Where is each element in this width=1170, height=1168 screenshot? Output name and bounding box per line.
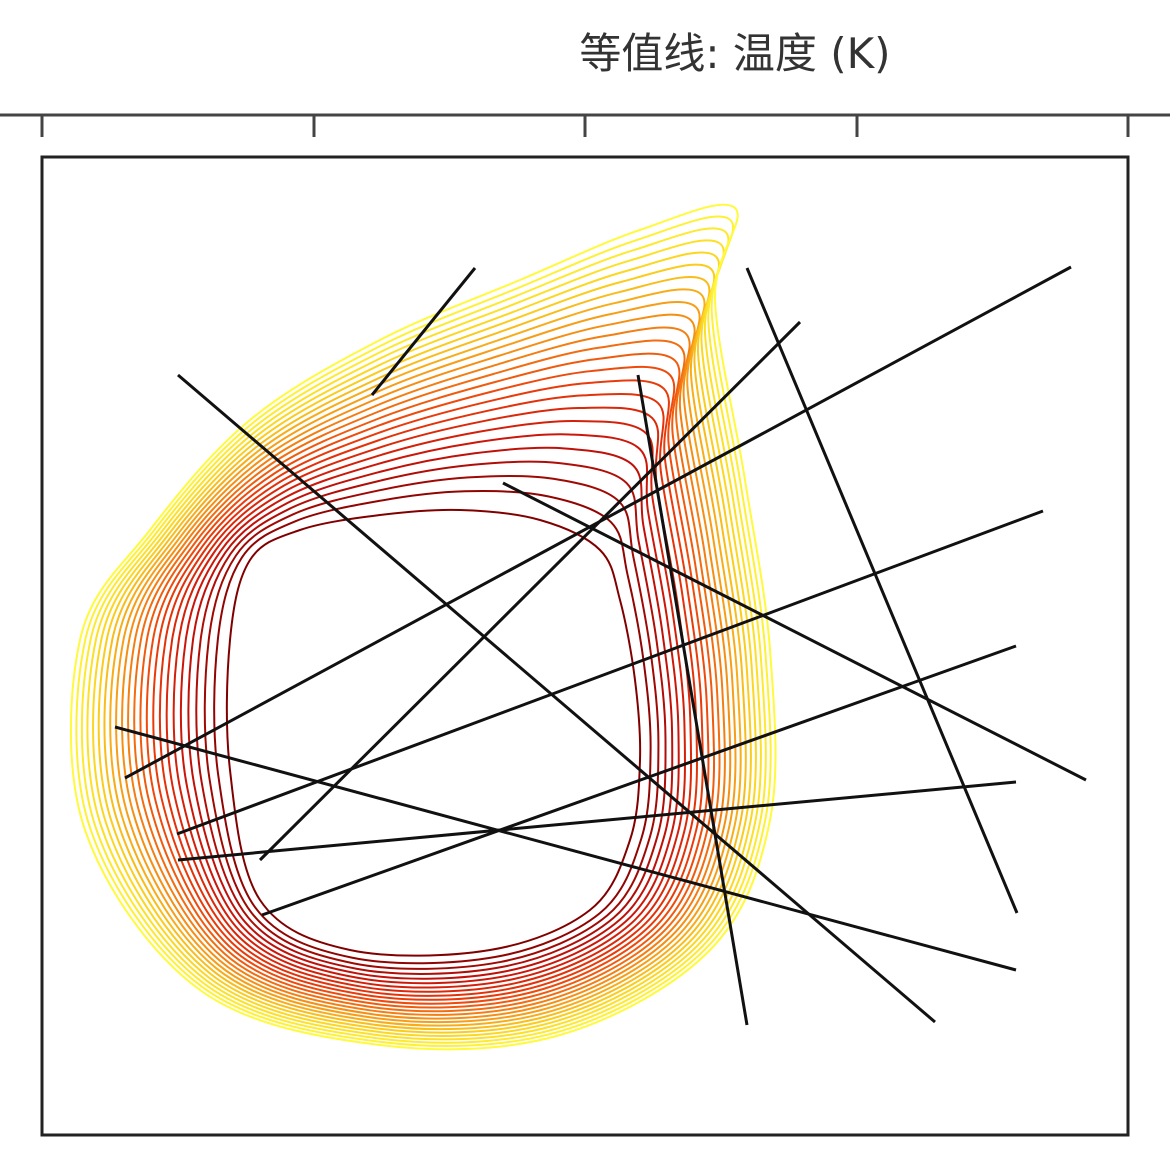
contour-line bbox=[139, 352, 716, 1009]
contour-line bbox=[75, 215, 772, 1048]
contour-line bbox=[187, 446, 674, 980]
contour-line bbox=[158, 392, 699, 997]
contour-line bbox=[145, 365, 710, 1005]
plot-frame bbox=[40, 155, 1130, 1137]
contour-line bbox=[103, 275, 747, 1031]
contour-line bbox=[121, 313, 732, 1020]
contour-line bbox=[195, 460, 667, 975]
cut-lines bbox=[114, 265, 1087, 1026]
cut-line bbox=[745, 267, 1019, 914]
contour-line bbox=[86, 239, 762, 1041]
contour-line bbox=[133, 339, 721, 1013]
contour-line bbox=[179, 433, 680, 985]
axis-ticks bbox=[40, 115, 1130, 137]
cut-line bbox=[261, 644, 1017, 917]
cut-line bbox=[176, 509, 1044, 836]
cut-line bbox=[502, 481, 1087, 782]
contour-line bbox=[225, 508, 642, 957]
contour-line bbox=[213, 490, 652, 965]
contour-line bbox=[115, 300, 737, 1024]
contour-line bbox=[97, 263, 752, 1034]
contour-line bbox=[203, 474, 660, 970]
contours bbox=[69, 203, 777, 1051]
contour-line bbox=[109, 288, 742, 1027]
cut-line bbox=[177, 373, 936, 1024]
cut-line bbox=[370, 267, 477, 396]
cut-line bbox=[636, 374, 749, 1026]
contour-line bbox=[127, 326, 726, 1016]
cut-line bbox=[177, 780, 1017, 862]
cut-line bbox=[114, 725, 1017, 972]
contour-line bbox=[92, 251, 757, 1037]
plot-title: 等值线: 温度 (K) bbox=[579, 29, 890, 78]
contour-line bbox=[80, 227, 767, 1044]
contour-line bbox=[69, 203, 777, 1051]
contour-line bbox=[152, 379, 704, 1001]
contour-line bbox=[172, 420, 687, 989]
